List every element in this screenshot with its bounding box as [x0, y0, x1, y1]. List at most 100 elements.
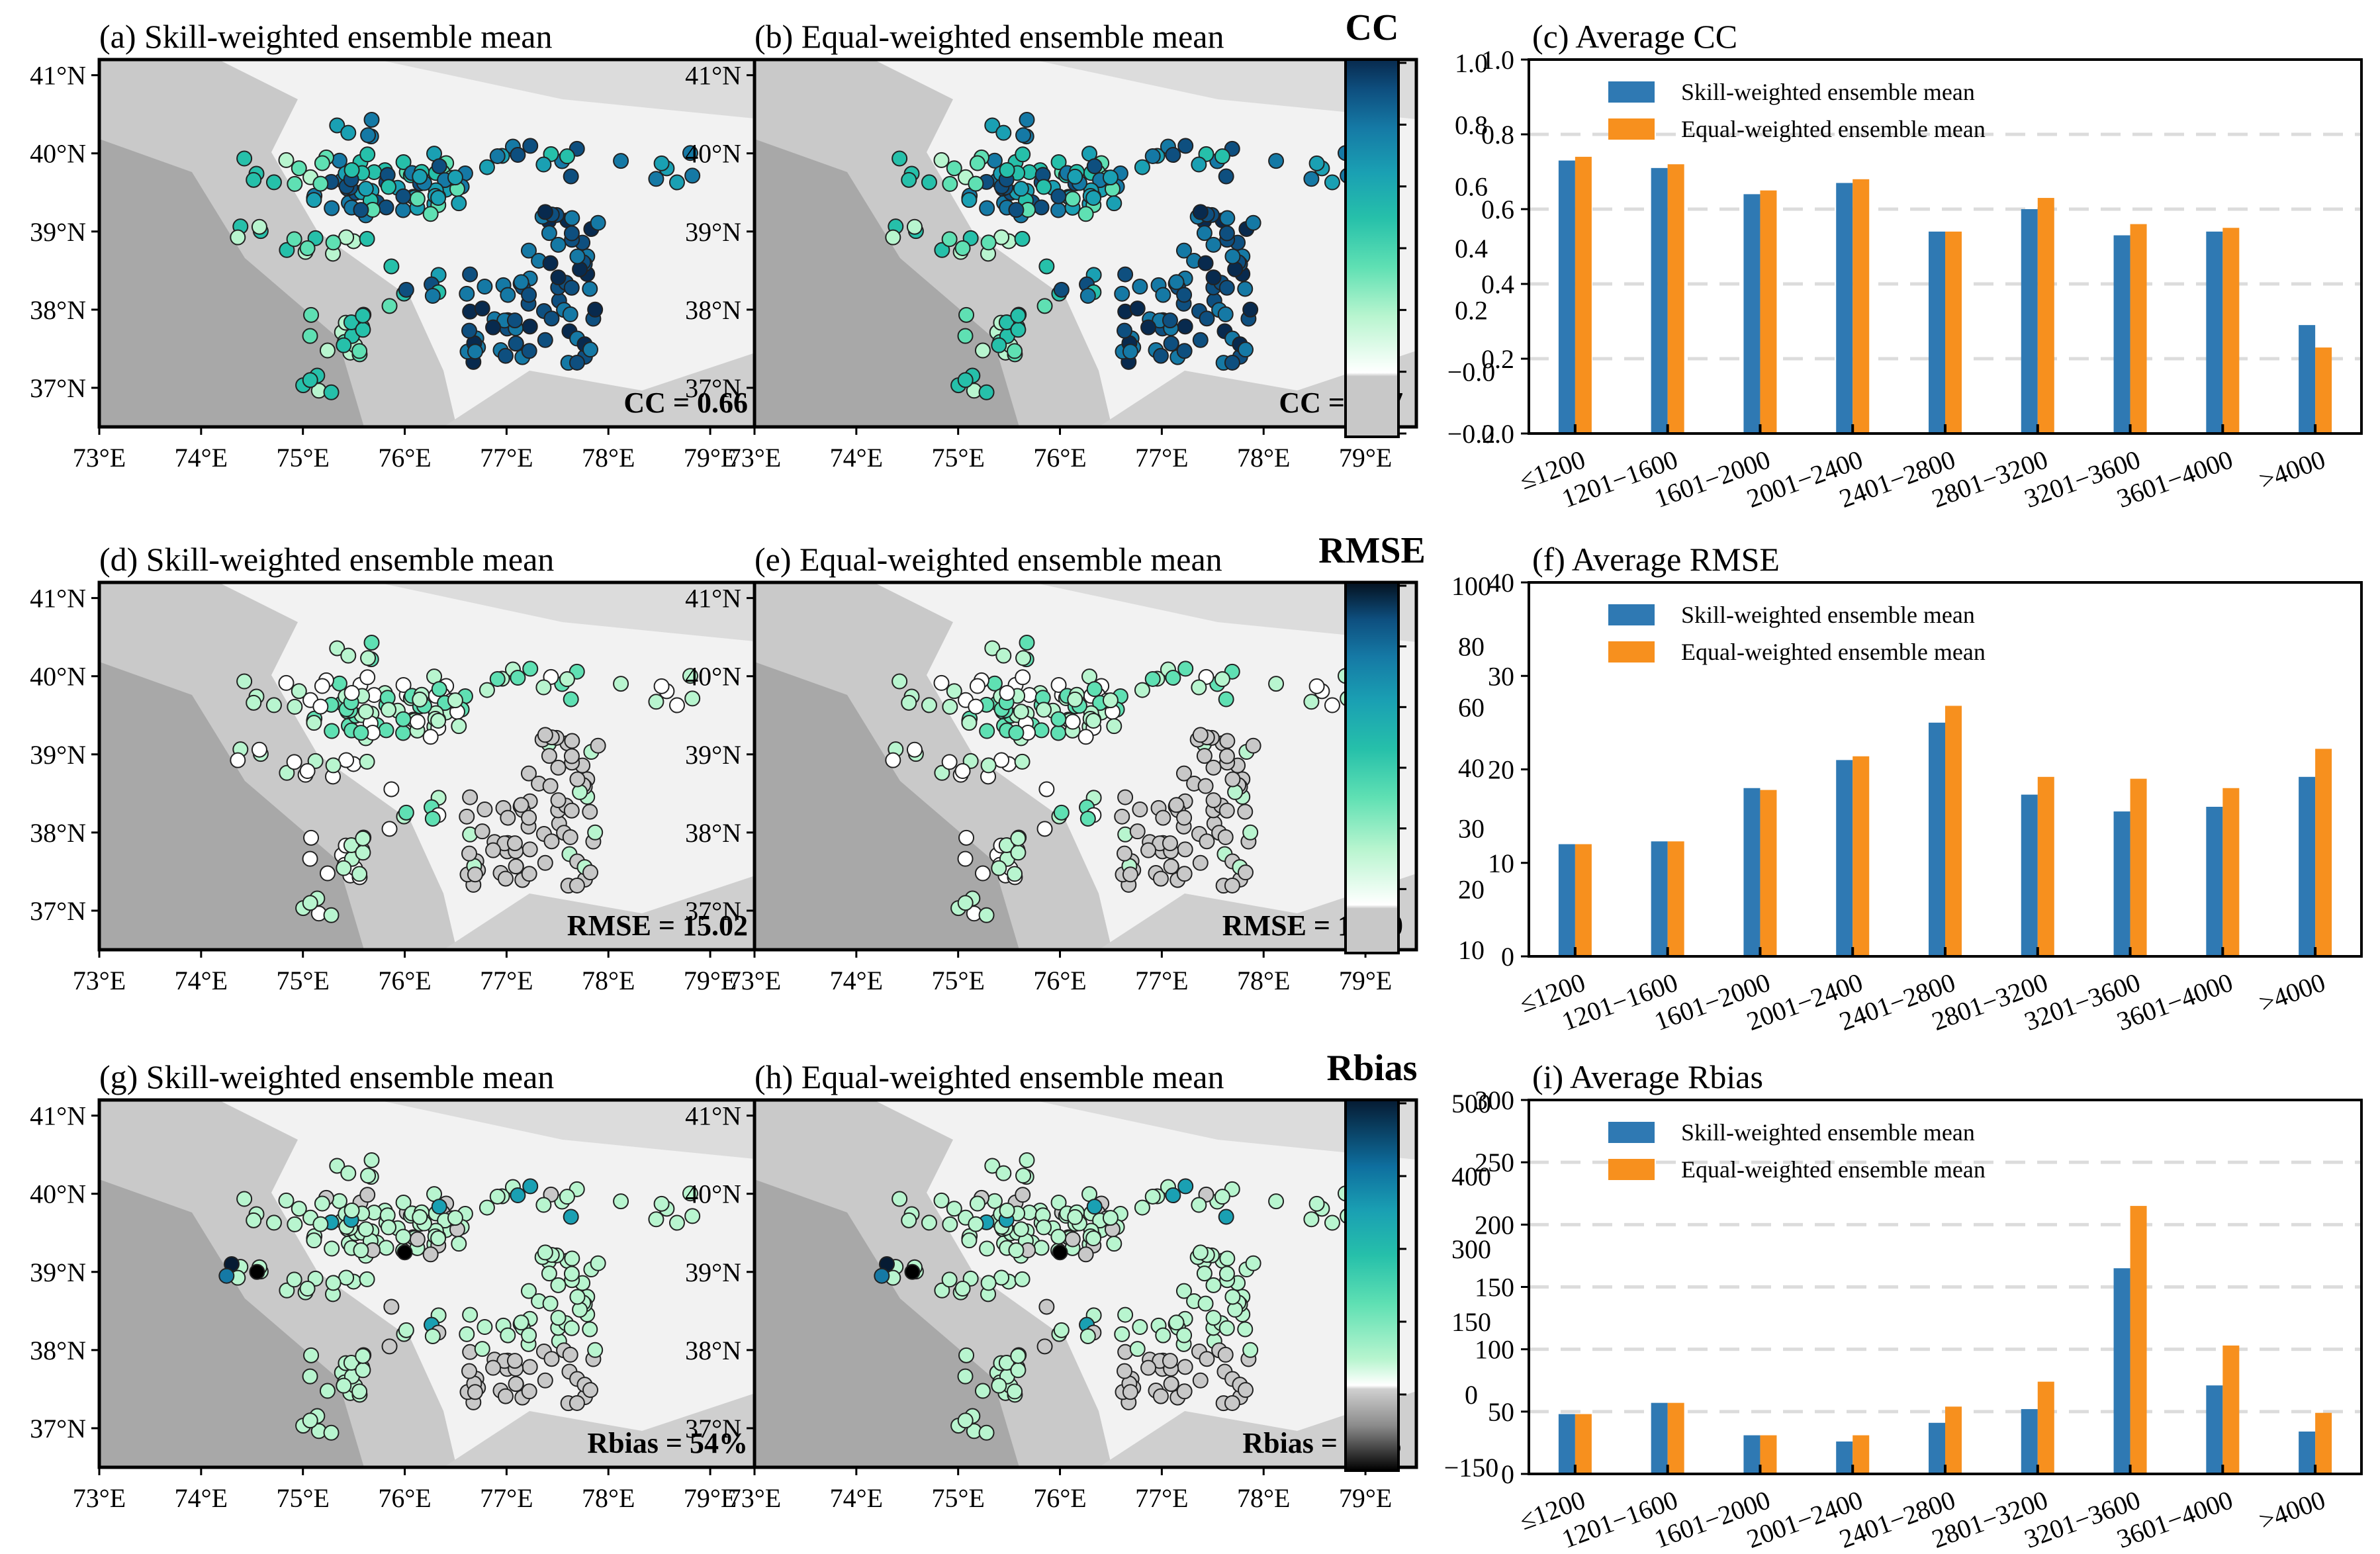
bar — [2206, 807, 2223, 956]
station-point — [934, 1282, 950, 1299]
colorbar-tick-label: −0.2 — [1447, 419, 1496, 449]
map-panel: 73°E 74°E 75°E 76°E 77°E 78°E 79°E 41°N 40°N 39°N… — [685, 18, 1418, 473]
chart-frame — [1528, 1099, 2363, 1475]
station-point — [1010, 307, 1027, 324]
station-point — [506, 312, 523, 329]
station-point — [942, 698, 958, 715]
lon-tick-label: 73°E — [73, 443, 126, 473]
station-point — [933, 1192, 950, 1209]
station-point — [302, 1368, 318, 1385]
station-point — [424, 287, 441, 304]
station-point — [1242, 824, 1259, 841]
lon-tick-label: 73°E — [728, 966, 781, 995]
station-point — [409, 1231, 426, 1248]
station-point — [1268, 153, 1285, 169]
station-point — [653, 678, 670, 694]
station-point — [395, 725, 412, 741]
station-point — [1122, 866, 1138, 883]
station-point — [1175, 242, 1192, 259]
station-point — [353, 725, 369, 741]
lon-tick-label: 76°E — [378, 443, 431, 473]
station-point — [550, 1277, 567, 1293]
station-point — [1218, 691, 1234, 708]
terrain-north — [1032, 1100, 1416, 1160]
station-point — [1227, 784, 1244, 800]
station-point — [1152, 870, 1169, 887]
lon-tick-label: 76°E — [1033, 443, 1086, 473]
station-point — [1134, 159, 1150, 175]
station-point — [1176, 809, 1193, 826]
station-point — [921, 174, 937, 191]
panel-title: (d) Skill-weighted ensemble mean — [99, 541, 554, 578]
station-point — [1268, 1193, 1285, 1210]
colorbar-tick-label: 10 — [1458, 935, 1485, 965]
colorbar-title: Rbias — [1327, 1048, 1418, 1089]
station-point — [941, 1271, 958, 1288]
lon-tick-label: 78°E — [582, 443, 635, 473]
station-point — [236, 150, 253, 167]
station-point — [409, 713, 426, 730]
terrain-peak — [755, 139, 1019, 427]
bar — [2021, 794, 2038, 956]
station-point — [355, 322, 371, 338]
station-point — [451, 1236, 467, 1252]
station-point — [336, 337, 352, 353]
colorbar-tick-label: 500 — [1451, 1089, 1491, 1119]
y-tick-label: 300 — [1475, 1085, 1514, 1115]
station-point — [396, 1244, 413, 1261]
station-point — [1050, 154, 1067, 170]
station-point — [299, 240, 316, 257]
y-tick-label: 100 — [1475, 1335, 1514, 1365]
station-point — [979, 200, 995, 216]
station-point — [1132, 1319, 1148, 1336]
station-point — [461, 322, 477, 339]
station-point — [359, 669, 376, 686]
station-point — [299, 1281, 316, 1297]
y-tick-label: 40 — [1488, 568, 1514, 598]
lat-tick-label: 37°N — [685, 896, 741, 926]
station-point — [265, 697, 282, 713]
station-point — [302, 372, 318, 388]
station-point — [521, 1383, 537, 1400]
station-point — [906, 218, 923, 235]
bar — [2206, 231, 2223, 434]
station-point — [381, 1338, 398, 1355]
station-point — [329, 1158, 345, 1174]
station-point — [572, 1301, 588, 1318]
station-markers — [230, 111, 701, 400]
station-point — [477, 801, 493, 818]
lon-tick-label: 74°E — [830, 966, 883, 995]
terrain-south — [443, 874, 761, 950]
station-point — [968, 175, 984, 192]
station-point — [946, 683, 962, 700]
station-point — [312, 175, 329, 192]
station-point — [343, 162, 360, 179]
station-point — [958, 829, 975, 846]
bar — [1853, 1435, 1870, 1474]
station-point — [1114, 1326, 1130, 1342]
station-point — [359, 1271, 375, 1287]
terrain-south — [443, 351, 761, 427]
station-point — [1038, 258, 1055, 275]
station-point — [343, 1355, 359, 1371]
station-point — [969, 1195, 985, 1212]
station-point — [901, 694, 917, 711]
chart-title: (f) Average RMSE — [1532, 541, 1780, 578]
station-point — [1106, 718, 1122, 735]
station-point — [942, 175, 958, 192]
station-point — [378, 1240, 394, 1256]
station-point — [958, 306, 975, 323]
station-point — [1053, 804, 1070, 821]
colorbar-tick-label: 30 — [1458, 814, 1485, 844]
bar — [2130, 224, 2147, 434]
station-point — [613, 1193, 629, 1210]
station-point — [1114, 808, 1130, 825]
station-point — [954, 1281, 971, 1297]
legend-swatch — [1608, 118, 1655, 140]
station-point — [535, 156, 552, 173]
station-point — [1191, 156, 1207, 173]
station-point — [500, 809, 516, 826]
station-point — [381, 821, 398, 837]
station-point — [1007, 343, 1023, 359]
station-point — [303, 1347, 320, 1363]
